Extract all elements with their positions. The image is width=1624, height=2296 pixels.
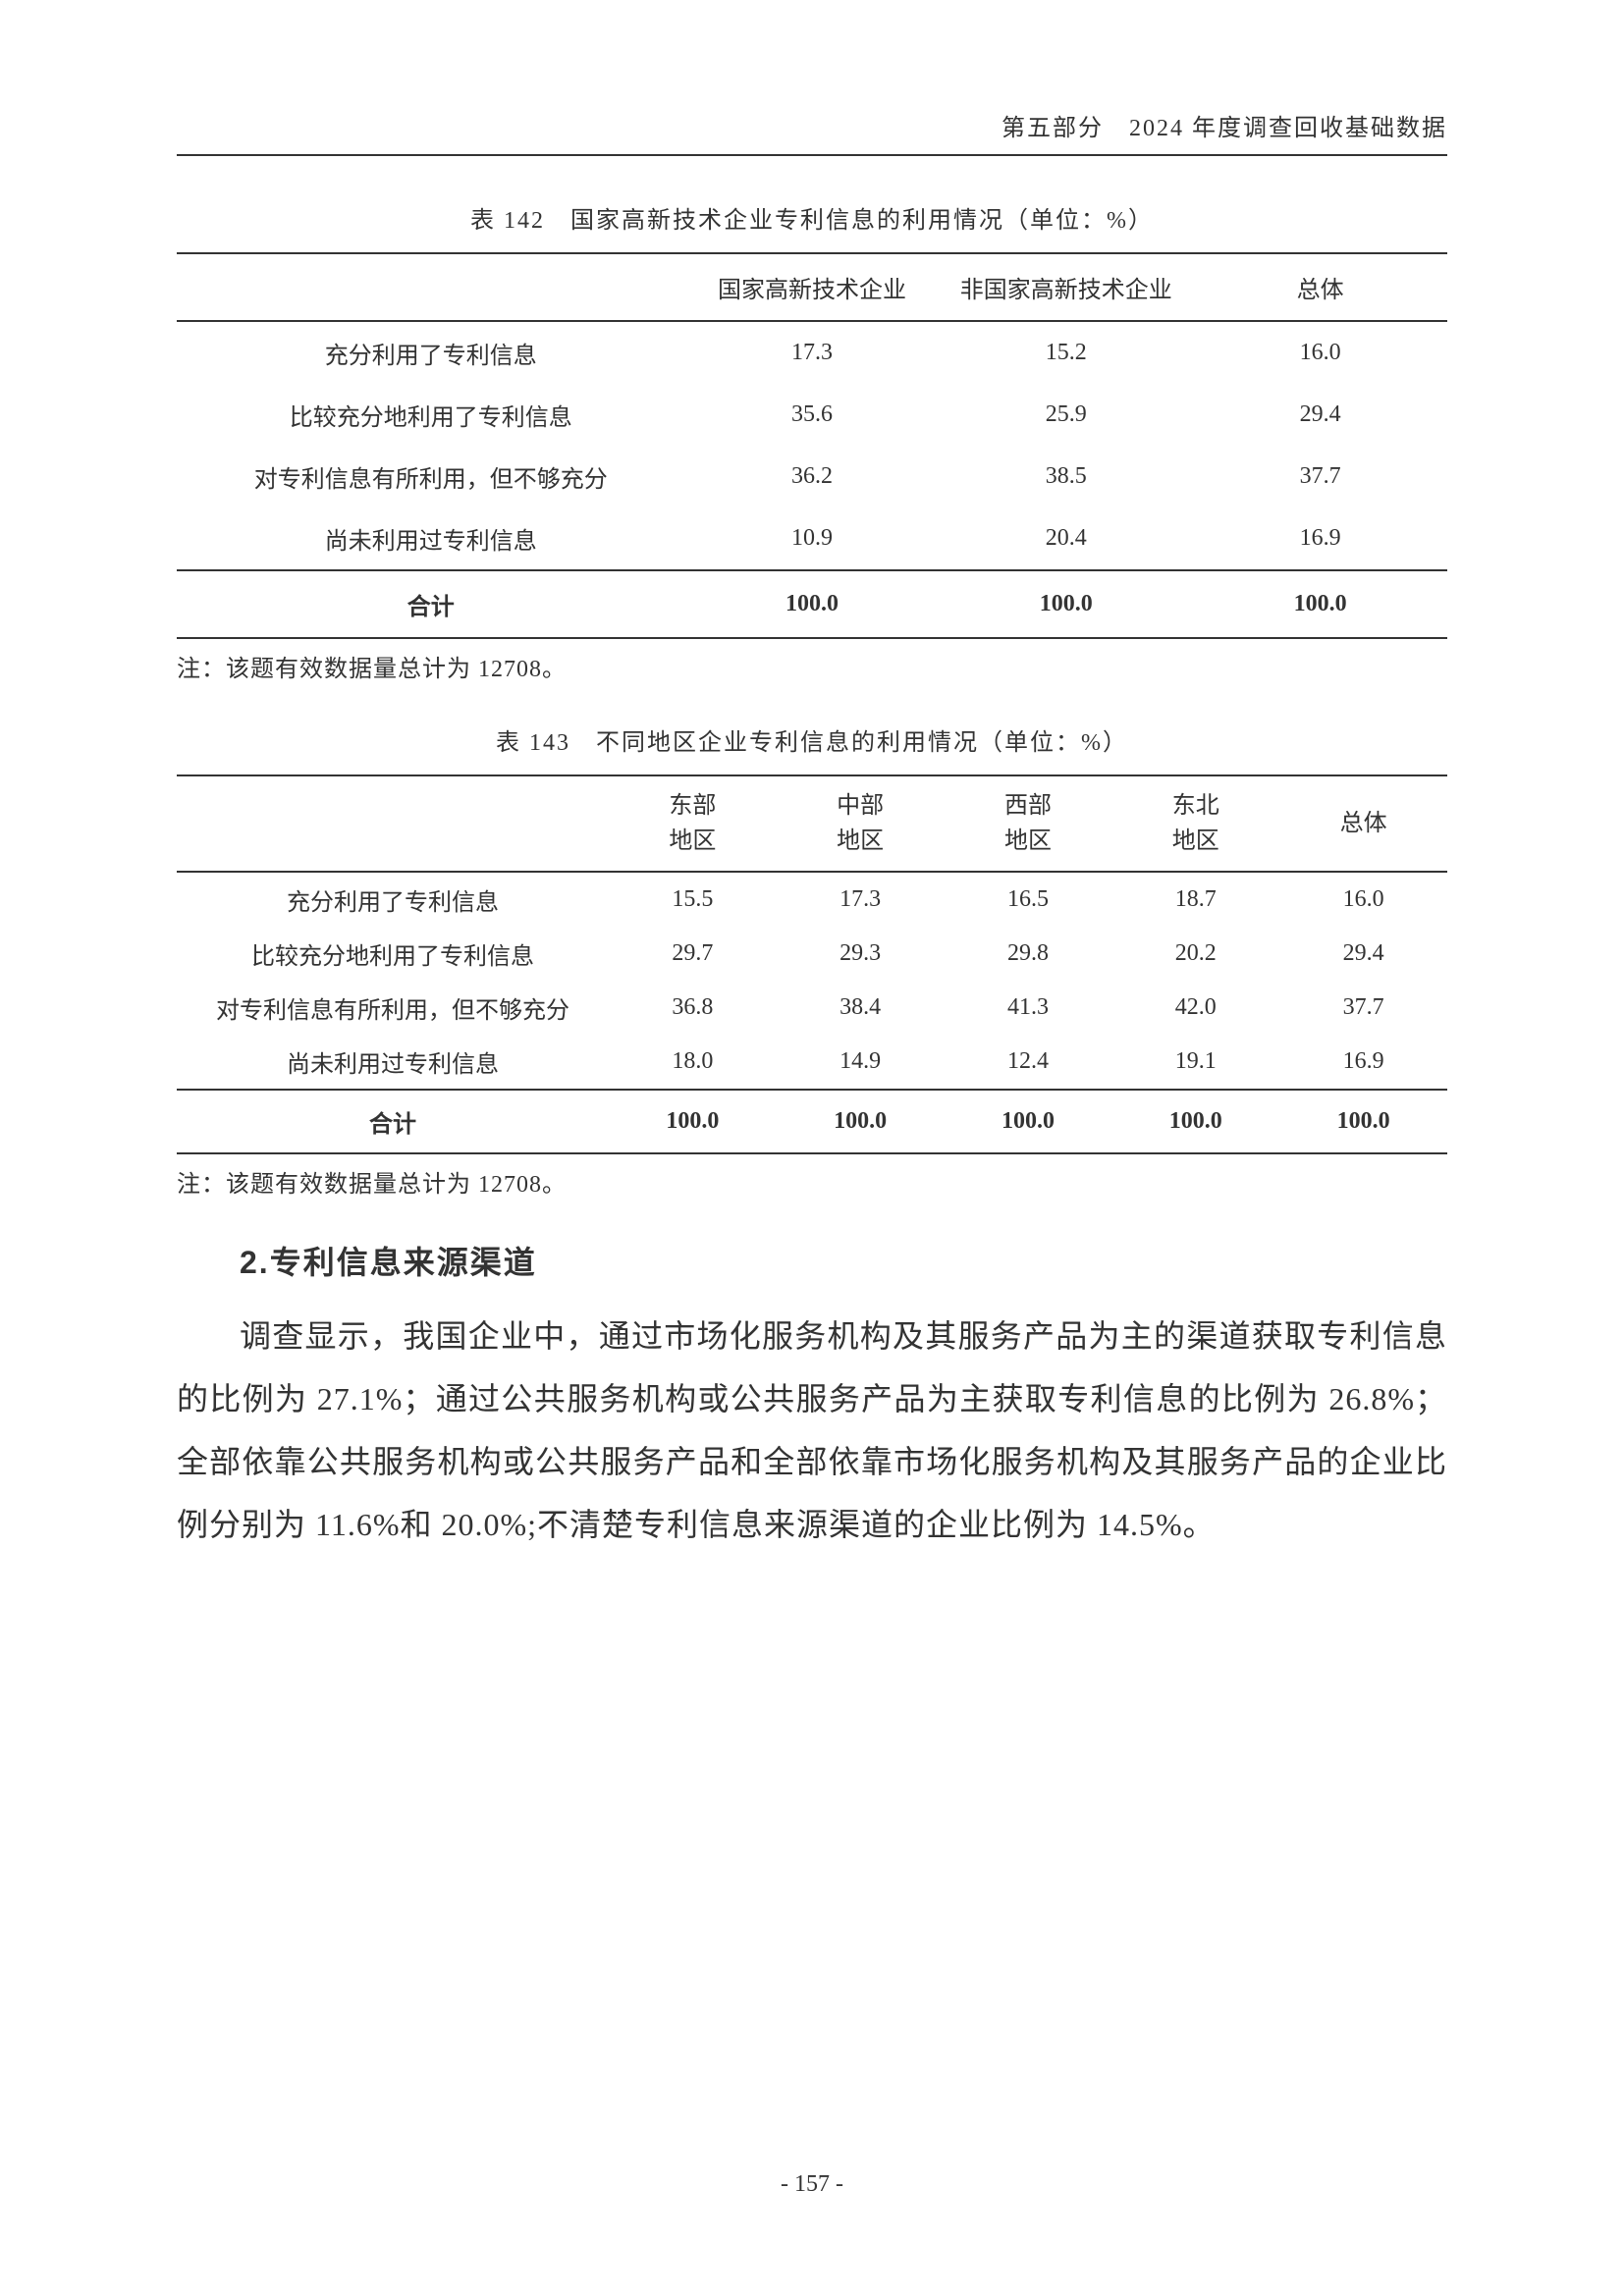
table143: 东部地区 中部地区 西部地区 东北地区 总体 充分利用了专利信息 15.5 17… <box>177 774 1447 1154</box>
row-label: 尚未利用过专利信息 <box>177 507 685 570</box>
table142-col0 <box>177 253 685 321</box>
table143-header-row: 东部地区 中部地区 西部地区 东北地区 总体 <box>177 775 1447 872</box>
cell: 16.0 <box>1279 872 1447 927</box>
cell: 38.4 <box>777 981 945 1035</box>
cell: 35.6 <box>685 384 940 446</box>
table-row: 充分利用了专利信息 15.5 17.3 16.5 18.7 16.0 <box>177 872 1447 927</box>
cell: 38.5 <box>939 446 1193 507</box>
page-container: 第五部分 2024 年度调查回收基础数据 表 142 国家高新技术企业专利信息的… <box>0 0 1624 2296</box>
table143-col1: 东部地区 <box>609 775 777 872</box>
cell: 100.0 <box>1111 1090 1279 1153</box>
cell: 15.5 <box>609 872 777 927</box>
cell: 29.7 <box>609 927 777 981</box>
cell: 100.0 <box>939 570 1193 638</box>
cell: 29.3 <box>777 927 945 981</box>
cell: 19.1 <box>1111 1035 1279 1090</box>
table143-note: 注：该题有效数据量总计为 12708。 <box>177 1164 1447 1199</box>
table143-sum-row: 合计 100.0 100.0 100.0 100.0 100.0 <box>177 1090 1447 1153</box>
table143-col4: 东北地区 <box>1111 775 1279 872</box>
table142-sum-row: 合计 100.0 100.0 100.0 <box>177 570 1447 638</box>
cell: 16.9 <box>1279 1035 1447 1090</box>
table-row: 对专利信息有所利用，但不够充分 36.2 38.5 37.7 <box>177 446 1447 507</box>
cell: 16.0 <box>1193 321 1447 384</box>
cell: 100.0 <box>777 1090 945 1153</box>
cell: 29.4 <box>1193 384 1447 446</box>
cell: 18.0 <box>609 1035 777 1090</box>
cell: 18.7 <box>1111 872 1279 927</box>
cell: 100.0 <box>945 1090 1112 1153</box>
cell: 100.0 <box>1279 1090 1447 1153</box>
row-label: 比较充分地利用了专利信息 <box>177 384 685 446</box>
cell: 100.0 <box>1193 570 1447 638</box>
row-label: 对专利信息有所利用，但不够充分 <box>177 446 685 507</box>
cell: 20.2 <box>1111 927 1279 981</box>
page-number: - 157 - <box>0 2171 1624 2198</box>
table142-note: 注：该题有效数据量总计为 12708。 <box>177 649 1447 683</box>
table-row: 尚未利用过专利信息 18.0 14.9 12.4 19.1 16.9 <box>177 1035 1447 1090</box>
table142-col3: 总体 <box>1193 253 1447 321</box>
row-label: 比较充分地利用了专利信息 <box>177 927 609 981</box>
row-label: 尚未利用过专利信息 <box>177 1035 609 1090</box>
cell: 12.4 <box>945 1035 1112 1090</box>
table142-col2: 非国家高新技术企业 <box>939 253 1193 321</box>
body-paragraph: 调查显示，我国企业中，通过市场化服务机构及其服务产品为主的渠道获取专利信息的比例… <box>177 1305 1447 1556</box>
table-row: 比较充分地利用了专利信息 35.6 25.9 29.4 <box>177 384 1447 446</box>
cell: 37.7 <box>1279 981 1447 1035</box>
table-row: 尚未利用过专利信息 10.9 20.4 16.9 <box>177 507 1447 570</box>
table142-caption: 表 142 国家高新技术企业专利信息的利用情况（单位：%） <box>177 200 1447 235</box>
cell: 25.9 <box>939 384 1193 446</box>
table143-caption: 表 143 不同地区企业专利信息的利用情况（单位：%） <box>177 722 1447 757</box>
sum-label: 合计 <box>177 570 685 638</box>
table-row: 对专利信息有所利用，但不够充分 36.8 38.4 41.3 42.0 37.7 <box>177 981 1447 1035</box>
section-heading: 2.专利信息来源渠道 <box>177 1238 1447 1283</box>
table143-col5: 总体 <box>1279 775 1447 872</box>
cell: 16.5 <box>945 872 1112 927</box>
cell: 29.4 <box>1279 927 1447 981</box>
table-row: 比较充分地利用了专利信息 29.7 29.3 29.8 20.2 29.4 <box>177 927 1447 981</box>
cell: 14.9 <box>777 1035 945 1090</box>
table143-col0 <box>177 775 609 872</box>
table142-col1: 国家高新技术企业 <box>685 253 940 321</box>
row-label: 充分利用了专利信息 <box>177 872 609 927</box>
cell: 36.8 <box>609 981 777 1035</box>
cell: 17.3 <box>777 872 945 927</box>
cell: 20.4 <box>939 507 1193 570</box>
cell: 41.3 <box>945 981 1112 1035</box>
cell: 15.2 <box>939 321 1193 384</box>
table142-header-row: 国家高新技术企业 非国家高新技术企业 总体 <box>177 253 1447 321</box>
table143-col2: 中部地区 <box>777 775 945 872</box>
cell: 37.7 <box>1193 446 1447 507</box>
cell: 16.9 <box>1193 507 1447 570</box>
row-label: 对专利信息有所利用，但不够充分 <box>177 981 609 1035</box>
table-row: 充分利用了专利信息 17.3 15.2 16.0 <box>177 321 1447 384</box>
cell: 29.8 <box>945 927 1112 981</box>
page-header: 第五部分 2024 年度调查回收基础数据 <box>177 108 1447 156</box>
cell: 17.3 <box>685 321 940 384</box>
table142: 国家高新技术企业 非国家高新技术企业 总体 充分利用了专利信息 17.3 15.… <box>177 252 1447 639</box>
cell: 100.0 <box>609 1090 777 1153</box>
cell: 36.2 <box>685 446 940 507</box>
table143-col3: 西部地区 <box>945 775 1112 872</box>
row-label: 充分利用了专利信息 <box>177 321 685 384</box>
cell: 100.0 <box>685 570 940 638</box>
sum-label: 合计 <box>177 1090 609 1153</box>
cell: 10.9 <box>685 507 940 570</box>
cell: 42.0 <box>1111 981 1279 1035</box>
